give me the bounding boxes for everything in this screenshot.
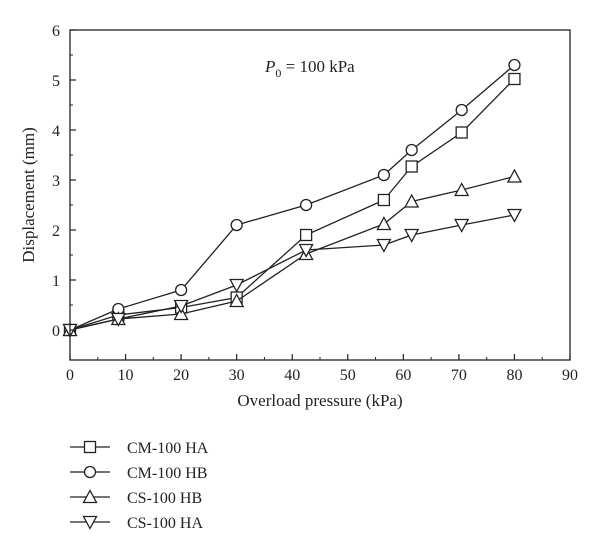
- series-square: [63, 72, 521, 337]
- series-triangle-down: [62, 208, 523, 338]
- data-point-triangle-down: [173, 299, 189, 314]
- data-point-circle: [377, 168, 391, 182]
- x-tick-label: 30: [229, 367, 245, 384]
- legend-marker-triangle-down: [82, 515, 98, 530]
- legend-marker-square: [83, 440, 97, 454]
- data-point-triangle-down: [110, 312, 126, 327]
- legend-marker-circle: [83, 465, 97, 479]
- x-tick-label: 90: [562, 367, 578, 384]
- data-point-triangle-up: [506, 168, 523, 183]
- data-point-triangle-up: [376, 216, 392, 231]
- x-tick-label: 0: [66, 367, 74, 384]
- data-point-triangle-up: [229, 293, 245, 308]
- y-tick-label: 6: [52, 23, 60, 40]
- data-point-circle: [405, 143, 418, 157]
- y-tick-label: 4: [52, 123, 60, 140]
- y-axis: 0 1 2 3 4 5 6: [52, 23, 76, 340]
- data-point-square: [377, 193, 391, 207]
- legend-item: CS-100 HA: [70, 515, 203, 532]
- x-tick-label: 80: [506, 367, 522, 384]
- annotation-subscript: 0: [275, 66, 281, 80]
- data-point-square: [405, 160, 418, 173]
- x-tick-label: 70: [451, 367, 467, 384]
- y-tick-label: 1: [52, 273, 60, 290]
- x-tick-label: 20: [173, 367, 189, 384]
- data-point-triangle-down: [454, 218, 470, 233]
- legend-label: CS-100 HB: [127, 490, 202, 507]
- data-point-triangle-up: [454, 182, 470, 197]
- series-circle: [63, 58, 521, 337]
- series-triangle-up: [62, 168, 523, 337]
- data-point-triangle-down: [506, 208, 523, 223]
- x-tick-label: 60: [395, 367, 411, 384]
- legend-label: CM-100 HA: [127, 440, 209, 457]
- plot-frame: [69, 29, 571, 361]
- plot-area: [62, 58, 523, 338]
- y-tick-label: 5: [52, 73, 60, 90]
- data-point-square: [508, 72, 521, 86]
- data-point-circle: [508, 58, 521, 72]
- y-tick-label: 3: [52, 173, 60, 190]
- y-axis-title: Displacement (mm): [19, 127, 38, 263]
- series-line: [69, 64, 515, 331]
- legend-item: CM-100 HA: [70, 440, 209, 457]
- x-tick-label: 50: [340, 367, 356, 384]
- data-point-circle: [230, 218, 243, 232]
- p0-annotation: P0 = 100 kPa: [264, 57, 355, 80]
- data-point-triangle-down: [376, 238, 392, 253]
- data-point-square: [455, 126, 468, 139]
- legend-item: CS-100 HB: [70, 489, 202, 507]
- data-point-triangle-down: [404, 228, 420, 243]
- data-point-circle: [299, 198, 313, 212]
- legend: CM-100 HA CM-100 HB CS-100 HB CS-100 HA: [70, 440, 209, 532]
- y-tick-label: 2: [52, 223, 60, 240]
- x-axis-title: Overload pressure (kPa): [237, 391, 402, 410]
- legend-label: CS-100 HA: [127, 515, 203, 532]
- series-line: [69, 175, 515, 331]
- x-tick-label: 10: [118, 367, 134, 384]
- legend-marker-triangle-up: [82, 489, 98, 504]
- annotation-symbol: P: [264, 57, 275, 76]
- legend-item: CM-100 HB: [70, 465, 207, 482]
- series-line: [69, 78, 515, 331]
- y-tick-label: 0: [52, 323, 60, 340]
- legend-label: CM-100 HB: [127, 465, 207, 482]
- x-tick-label: 40: [284, 367, 300, 384]
- data-point-circle: [455, 103, 468, 117]
- annotation-text: = 100 kPa: [281, 57, 355, 76]
- x-axis: 0 10 20 30 40 50 60 70 80 90: [66, 354, 578, 384]
- data-point-triangle-down: [298, 243, 314, 258]
- data-point-square: [299, 228, 313, 242]
- data-point-circle: [174, 283, 188, 297]
- data-point-triangle-up: [404, 193, 420, 208]
- data-point-triangle-down: [229, 278, 245, 293]
